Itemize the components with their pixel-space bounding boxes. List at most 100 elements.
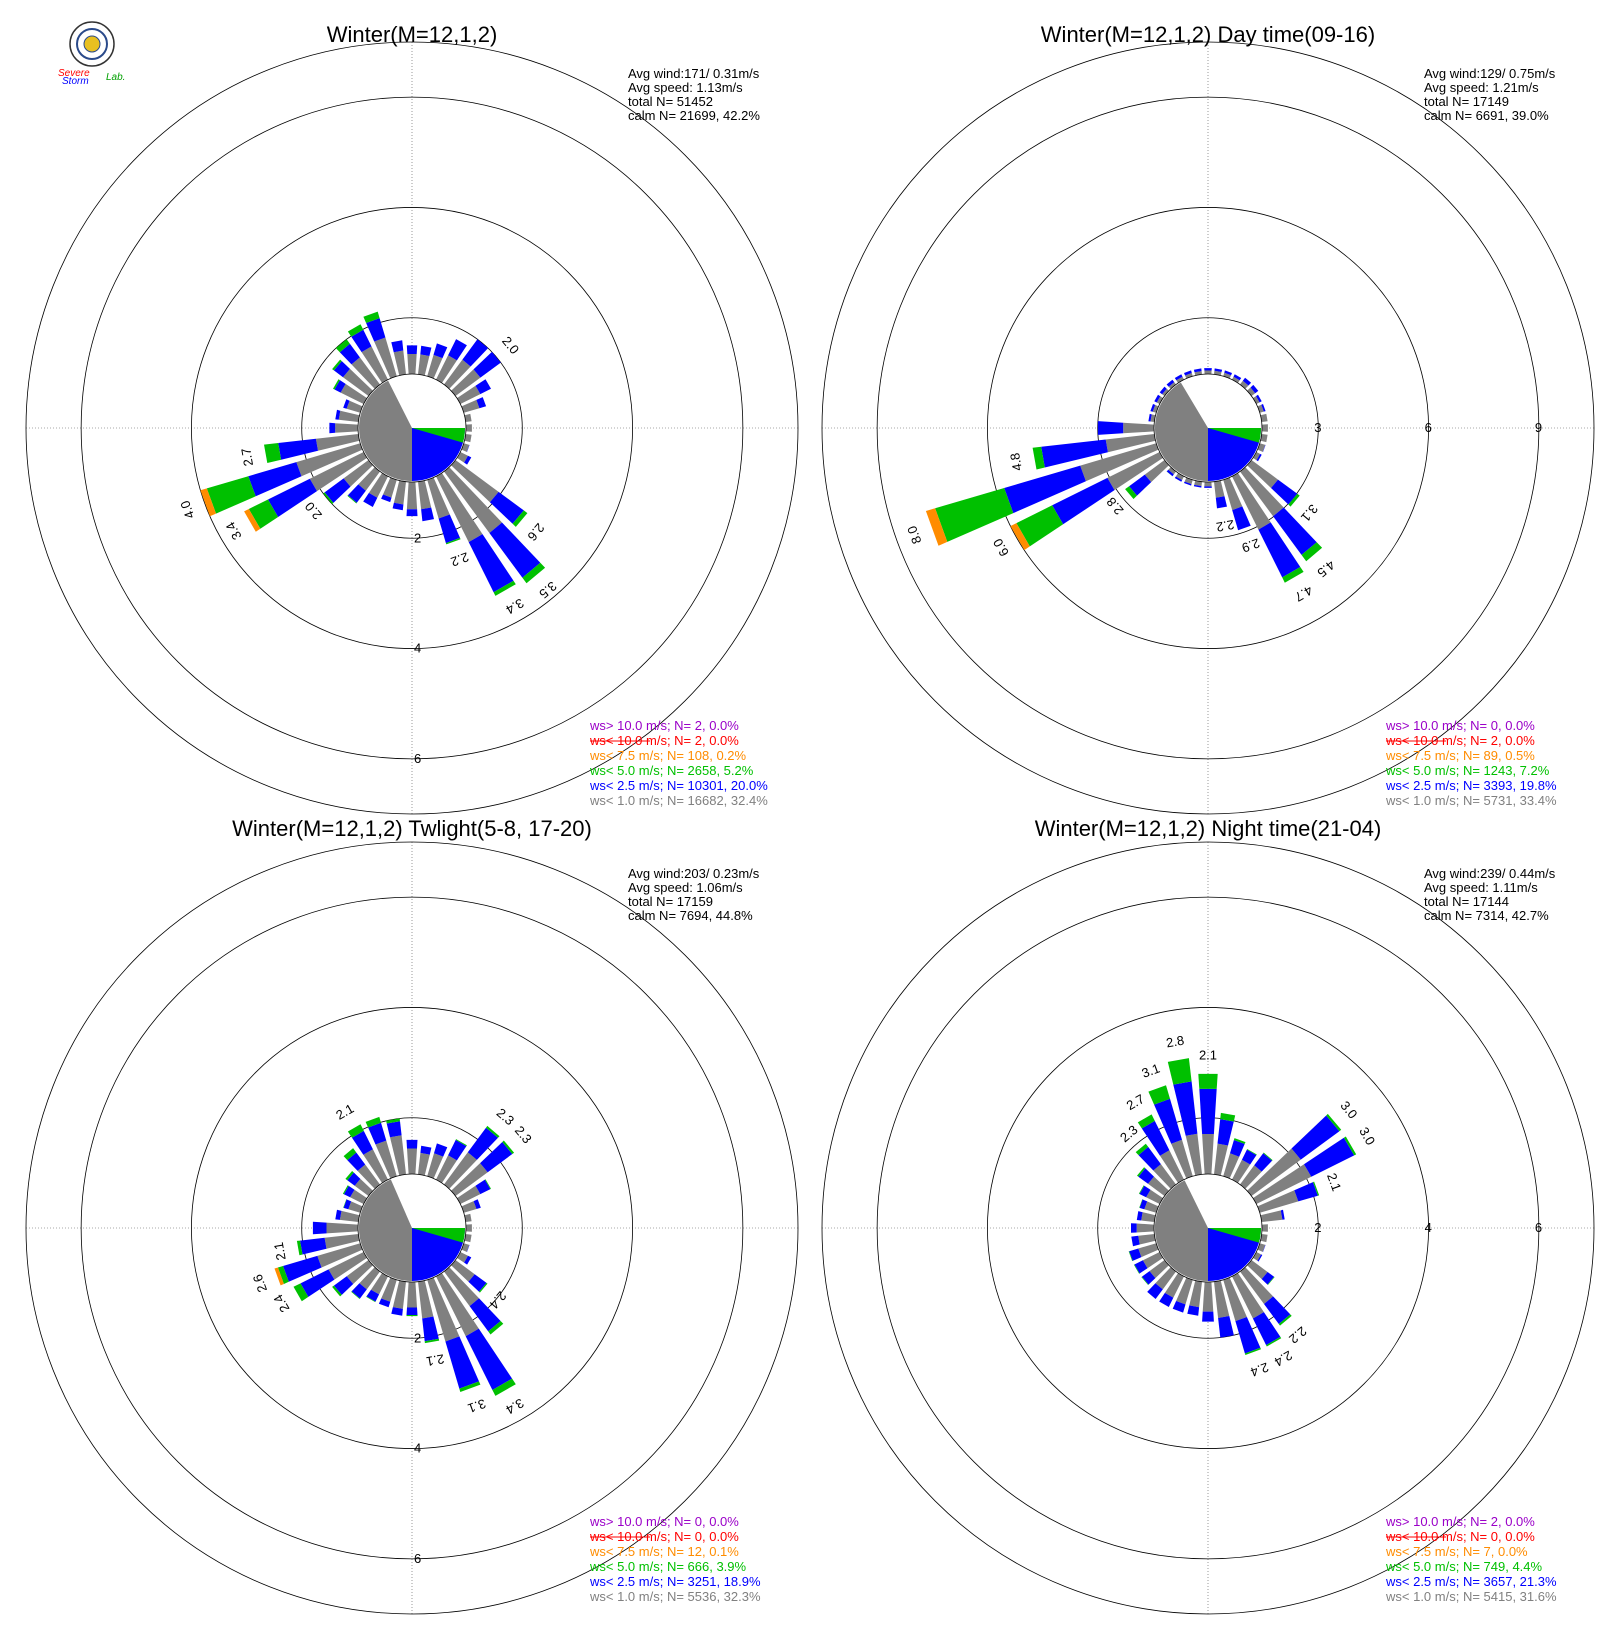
bar-dir-270-ws_lt2_5 <box>1204 368 1212 371</box>
bar-label-140: 2.0 <box>302 499 325 522</box>
bar-dir-150-ws_lt1 <box>328 1252 367 1280</box>
bar-dir-110-ws_lt1 <box>381 1277 397 1302</box>
bar-dir-320-ws_lt2_5 <box>480 1142 513 1173</box>
bar-dir-220-ws_lt5 <box>332 359 342 371</box>
bar-dir-300-ws_lt1 <box>436 355 457 383</box>
ring-outer <box>25 841 799 1615</box>
legend-entry-ws_gt10: ws> 10.0 m/s; N= 2, 0.0% <box>1385 1514 1535 1529</box>
bar-dir-240-ws_lt1 <box>361 346 388 383</box>
ring-label-6: 6 <box>1535 1220 1542 1235</box>
bar-dir-250-ws_lt5 <box>365 1116 381 1128</box>
bar-dir-140-ws_lt1 <box>346 1260 373 1284</box>
bar-dir-230-ws_lt2_5 <box>339 343 360 365</box>
bar-dir-160-ws_lt1 <box>1080 443 1159 482</box>
bar-label-70: 2.9 <box>1240 535 1262 555</box>
bar-label-340: 2.1 <box>1324 1171 1344 1193</box>
bar-dir-130-ws_lt1 <box>1155 1267 1176 1290</box>
bar-dir-300-ws_lt5 <box>455 1139 467 1147</box>
legend-entry-ws_lt7_5: ws< 7.5 m/s; N= 12, 0.1% <box>589 1544 739 1559</box>
bar-dir-320-ws_lt1 <box>1247 387 1256 396</box>
bar-dir-280-ws_lt2_5 <box>420 1145 432 1155</box>
bar-dir-130-ws_lt1 <box>358 467 380 491</box>
bar-dir-250-ws_lt1 <box>374 337 397 379</box>
stats-line-1: Avg wind:129/ 0.75m/s <box>1424 66 1556 81</box>
bar-dir-30-ws_lt1 <box>1253 452 1261 461</box>
bar-label-150: 6.0 <box>990 536 1012 559</box>
bar-dir-40-ws_lt1 <box>1247 1260 1268 1280</box>
bar-label-150: 2.4 <box>270 1292 292 1315</box>
bar-dir-30-ws_lt1 <box>457 1252 468 1263</box>
bar-label-270: 2.1 <box>1199 1048 1217 1063</box>
bar-dir-310-ws_lt1 <box>444 359 471 389</box>
bar-label-320: 2.3 <box>512 1123 535 1146</box>
bar-label-150: 3.4 <box>223 519 245 542</box>
bar-dir-220-ws_lt2_5 <box>1138 1168 1154 1184</box>
bar-dir-220-ws_lt2_5 <box>1159 386 1167 395</box>
ring-label-6: 6 <box>414 751 421 766</box>
calm-wedge-gray <box>359 380 412 481</box>
bar-dir-170-ws_lt2_5 <box>1041 439 1108 468</box>
bar-dir-210-ws_lt5 <box>342 1185 349 1195</box>
bar-dir-310-ws_lt2_5 <box>1242 377 1252 386</box>
calm-wedge-gray <box>1154 1180 1208 1282</box>
legend-entry-ws_lt10: ws< 10.0 m/s; N= 2, 0.0% <box>1385 733 1535 748</box>
bar-dir-70-ws_lt1 <box>1223 1277 1247 1322</box>
bar-dir-60-ws_lt1 <box>436 473 483 543</box>
bar-dir-160-ws_lt5 <box>935 488 1014 542</box>
bar-dir-230-ws_lt5 <box>335 339 350 353</box>
bar-dir-280-ws_lt5 <box>1220 1112 1236 1122</box>
legend-entry-ws_gt10: ws> 10.0 m/s; N= 0, 0.0% <box>1385 718 1535 733</box>
bar-dir-170-ws_lt2_5 <box>278 438 318 460</box>
bar-dir-10-ws_lt1 <box>464 434 472 443</box>
bar-dir-220-ws_lt5 <box>1137 1167 1146 1177</box>
bar-dir-340-ws_lt2_5 <box>473 1199 481 1209</box>
bar-dir-220-ws_lt1 <box>354 1178 373 1196</box>
ring-6 <box>987 207 1429 649</box>
bar-dir-120-ws_lt1 <box>1175 473 1184 481</box>
bar-dir-90-ws_lt2_5 <box>1204 486 1212 488</box>
bar-dir-270-ws_lt2_5 <box>406 1139 418 1149</box>
bar-dir-120-ws_lt2_5 <box>366 1289 380 1302</box>
bar-dir-20-ws_lt2_5 <box>466 1244 470 1252</box>
bar-label-320: 2.0 <box>499 333 522 356</box>
bar-dir-300-ws_lt1 <box>1232 1159 1251 1183</box>
stats-line-3: total N= 51452 <box>628 94 713 109</box>
bar-dir-330-ws_lt5 <box>484 1179 491 1190</box>
bar-dir-140-ws_lt1 <box>343 460 373 487</box>
bar-dir-50-ws_lt5 <box>1278 1314 1292 1326</box>
bar-dir-350-ws_lt1 <box>1260 1210 1283 1222</box>
bar-dir-150-ws_lt1 <box>309 452 367 492</box>
bar-dir-330-ws_lt1 <box>1253 396 1260 404</box>
bar-dir-140-ws_lt5 <box>323 492 334 505</box>
bar-dir-0-ws_lt1 <box>1261 1224 1268 1232</box>
bar-dir-250-ws_lt2_5 <box>368 1122 387 1145</box>
legend-entry-ws_lt2_5: ws< 2.5 m/s; N= 3251, 18.9% <box>589 1574 761 1589</box>
bar-dir-320-ws_lt2_5 <box>473 351 501 378</box>
bar-label-40: 2.4 <box>486 1288 509 1311</box>
panel-title: Winter(M=12,1,2) Twlight(5-8, 17-20) <box>232 816 592 841</box>
bar-dir-290-ws_lt2_5 <box>1230 1140 1245 1157</box>
bar-dir-250-ws_lt2_5 <box>1184 370 1192 376</box>
logo-line-severe: Severe <box>58 68 90 79</box>
bar-dir-70-ws_lt2_5 <box>1235 1317 1261 1354</box>
bar-dir-50-ws_lt2_5 <box>1264 1296 1291 1324</box>
bar-dir-60-ws_lt2_5 <box>468 534 514 593</box>
bar-dir-340-ws_lt2_5 <box>1294 1182 1318 1202</box>
bar-dir-310-ws_lt2_5 <box>1254 1153 1273 1172</box>
bar-dir-240-ws_lt1 <box>1160 1150 1184 1183</box>
bar-dir-80-ws_lt5 <box>424 1338 440 1344</box>
bar-dir-50-ws_lt2_5 <box>1273 507 1317 555</box>
bar-dir-130-ws_lt5 <box>1166 471 1173 477</box>
bar-dir-100-ws_lt1 <box>1189 1280 1202 1308</box>
bar-dir-10-ws_lt1 <box>464 1234 472 1243</box>
bar-dir-320-ws_lt5 <box>502 1140 515 1154</box>
bar-dir-180-ws_lt2_5 <box>1097 421 1124 435</box>
ring-9 <box>876 96 1540 760</box>
bar-dir-310-ws_lt5 <box>486 1125 500 1138</box>
bar-dir-150-ws_lt2_5 <box>268 478 317 517</box>
bar-dir-230-ws_lt5 <box>1135 1143 1149 1156</box>
ring-label-4: 4 <box>414 641 421 656</box>
stats-line-3: total N= 17149 <box>1424 94 1509 109</box>
bar-label-60: 2.4 <box>1272 1348 1295 1370</box>
legend-entry-ws_lt1: ws< 1.0 m/s; N= 5536, 32.3% <box>589 1589 761 1604</box>
